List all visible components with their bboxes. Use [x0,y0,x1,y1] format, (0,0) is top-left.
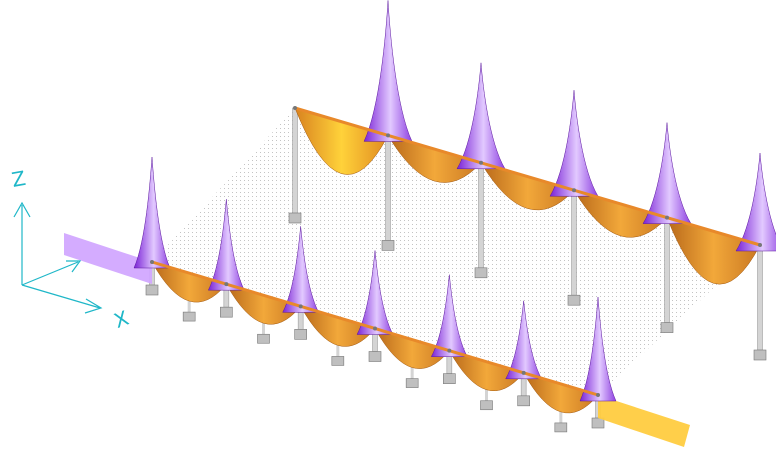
front-stub-4 [485,386,488,401]
left-end-fill [64,233,152,284]
beams [150,106,762,397]
front-support-peak-3 [356,250,394,335]
y-axis-arrowhead [66,260,82,273]
front-support-peak-4 [430,274,468,357]
back-support-5 [753,349,767,361]
front-stub-base-1 [257,333,270,344]
front-node-4 [447,348,452,353]
front-stub-5 [559,408,563,423]
back-span-sag-4 [666,217,761,285]
x-axis-label: X [111,306,132,333]
front-support-1 [220,306,233,318]
z-axis-label: Z [10,166,28,192]
slab-surface [152,108,760,395]
front-node-5 [521,370,526,375]
back-support-4 [660,322,674,333]
front-support-peak-2 [282,226,320,313]
x-axis-arrowhead [84,298,103,314]
front-node-2 [298,304,303,309]
front-support-peak-6 [579,296,617,402]
back-column-0 [292,107,298,214]
front-stub-base-5 [554,422,568,433]
front-support-5 [517,395,530,407]
floor-slab [152,108,760,395]
front-stub-0 [187,298,191,313]
back-column-1 [385,135,391,241]
columns [145,107,767,433]
front-node-1 [224,282,229,287]
front-stub-2 [336,342,340,357]
front-node-6 [596,393,600,397]
front-stub-base-4 [480,400,493,411]
y-axis-line [21,261,79,286]
front-support-peak-0 [133,156,171,269]
back-support-1 [381,240,395,251]
front-stub-base-2 [331,356,345,366]
front-support-peak-1 [207,199,245,291]
back-column-5 [757,244,763,351]
back-node-1 [386,133,390,138]
x-axis-line [21,284,101,309]
front-support-2 [294,329,307,340]
back-support-peak-3 [549,90,599,197]
back-column-4 [664,217,670,323]
back-beam-line [294,106,761,247]
back-support-peak-2 [456,62,506,170]
back-node-5 [758,243,762,247]
back-support-peak-4 [642,122,692,224]
back-support-3 [567,294,581,306]
front-support-peak-5 [505,300,543,380]
back-column-2 [478,162,484,269]
front-stub-3 [410,364,414,379]
moment-diagrams [64,0,776,447]
back-node-2 [479,160,483,165]
front-support-0 [145,284,159,296]
front-stub-base-3 [405,378,419,388]
back-support-0 [288,212,302,224]
front-stub-base-0 [182,311,196,322]
front-support-3 [368,351,382,362]
back-column-3 [571,189,577,296]
back-support-peak-5 [735,152,776,252]
front-support-6 [591,417,605,429]
back-span-sag-0 [294,107,389,175]
back-node-4 [665,215,669,220]
front-support-4 [443,373,456,384]
front-node-3 [373,326,377,331]
back-support-peak-1 [363,0,413,142]
front-node-0 [150,260,154,264]
axis-triad: Z X [10,166,132,333]
back-support-2 [474,267,488,279]
back-node-3 [572,188,576,193]
back-node-0 [293,106,297,110]
front-stub-1 [262,320,265,335]
z-axis-arrowhead [13,201,31,218]
right-end-fill [598,395,690,447]
